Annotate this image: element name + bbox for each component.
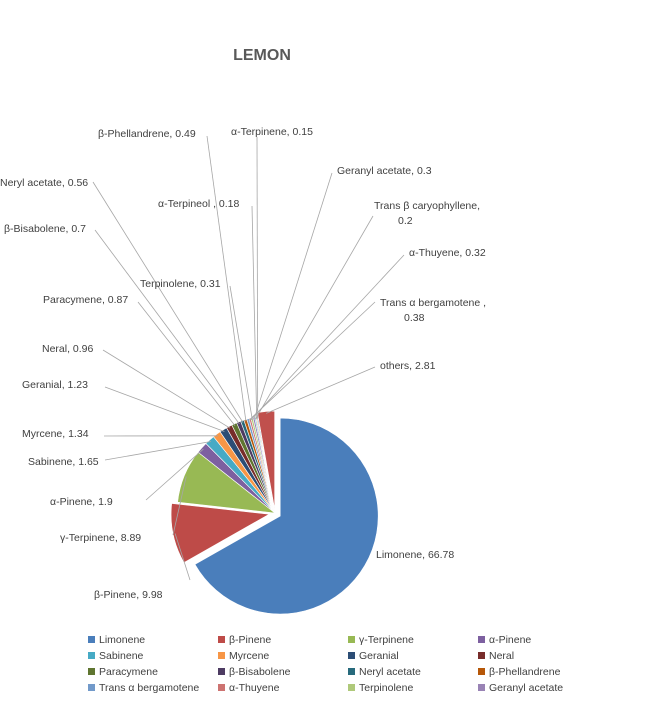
legend-label: Sabinene — [99, 649, 144, 662]
legend-label: Geranial — [359, 649, 399, 662]
leader-line — [255, 215, 374, 420]
leader-line — [250, 254, 405, 421]
leader-lines — [92, 135, 405, 581]
leader-line — [229, 285, 253, 420]
data-label: Geranial, 1.23 — [22, 379, 88, 391]
legend-swatch — [88, 684, 95, 691]
legend-label: Myrcene — [229, 649, 270, 662]
legend-label: β-Phellandrene — [489, 665, 561, 678]
data-label: Sabinene, 1.65 — [28, 456, 99, 468]
data-label: β-Bisabolene, 0.7 — [4, 223, 86, 235]
legend-item: β-Bisabolene — [218, 664, 348, 679]
legend-swatch — [478, 652, 485, 659]
legend-label: α-Pinene — [489, 633, 532, 646]
leader-line — [137, 301, 236, 426]
legend-item: Sabinene — [88, 648, 218, 663]
legend-label: Paracymene — [99, 665, 158, 678]
data-label: Myrcene, 1.34 — [22, 428, 89, 440]
legend-item: Geranial — [348, 648, 478, 663]
legend-label: Trans α bergamotene — [99, 681, 200, 694]
leader-line — [174, 533, 191, 581]
leader-line — [253, 172, 333, 420]
leader-line — [104, 386, 225, 432]
data-label: Geranyl acetate, 0.3 — [337, 165, 432, 177]
legend-item: Myrcene — [218, 648, 348, 663]
legend-item: Limonene — [88, 632, 218, 647]
legend-item: α-Thuyene — [218, 680, 348, 695]
data-label: α-Terpineol , 0.18 — [158, 198, 240, 210]
leader-line — [206, 135, 247, 422]
legend-swatch — [348, 668, 355, 675]
legend-swatch — [88, 636, 95, 643]
legend-item: Trans α bergamotene — [88, 680, 218, 695]
data-label: Neral, 0.96 — [42, 343, 94, 355]
legend-swatch — [218, 636, 225, 643]
leader-line — [145, 448, 204, 501]
chart-legend: Limonene β-Pinene γ-Terpinene α-Pinene Sabin… — [88, 632, 608, 695]
legend-label: α-Thuyene — [229, 681, 280, 694]
legend-label: Neral — [489, 649, 515, 662]
data-label: γ-Terpinene, 8.89 — [60, 532, 141, 544]
leader-line — [94, 229, 240, 425]
legend-swatch — [478, 636, 485, 643]
data-label: Terpinolene, 0.31 — [140, 278, 221, 290]
legend-swatch — [348, 636, 355, 643]
chart-title: LEMON — [233, 47, 291, 64]
data-label: β-Pinene, 9.98 — [94, 589, 163, 601]
legend-item: γ-Terpinene — [348, 632, 478, 647]
legend-swatch — [348, 684, 355, 691]
data-label: others, 2.81 — [380, 360, 436, 372]
pie-slices — [170, 410, 379, 615]
pie-slice-limonene — [194, 417, 379, 615]
legend-label: Geranyl acetate — [489, 681, 564, 694]
legend-item: Terpinolene — [348, 680, 478, 695]
legend-item: Geranyl acetate — [478, 680, 608, 695]
data-label: Neryl acetate, 0.56 — [0, 177, 88, 189]
legend-item: β-Pinene — [218, 632, 348, 647]
leader-line — [92, 181, 244, 423]
legend-item: Paracymene — [88, 664, 218, 679]
data-label: Limonene, 66.78 — [376, 549, 454, 561]
data-label: Trans α bergamotene , 0.38 — [380, 297, 486, 324]
legend-item: β-Phellandrene — [478, 664, 608, 679]
leader-line — [266, 366, 376, 414]
leader-line — [248, 301, 376, 422]
legend-label: Terpinolene — [359, 681, 414, 694]
legend-label: β-Bisabolene — [229, 665, 291, 678]
legend-swatch — [88, 668, 95, 675]
leader-line — [256, 136, 259, 419]
data-label: β-Phellandrene, 0.49 — [98, 128, 196, 140]
legend-label: γ-Terpinene — [359, 633, 414, 646]
legend-swatch — [218, 684, 225, 691]
leader-line — [104, 441, 212, 461]
legend-label: Neryl acetate — [359, 665, 421, 678]
data-labels: Limonene, 66.78 β-Pinene, 9.98 γ-Terpinene… — [0, 126, 486, 601]
data-label: α-Pinene, 1.9 — [50, 496, 113, 508]
legend-label: β-Pinene — [229, 633, 272, 646]
data-label: Paracymene, 0.87 — [43, 294, 128, 306]
leader-line — [251, 205, 258, 419]
legend-swatch — [218, 652, 225, 659]
legend-swatch — [478, 684, 485, 691]
data-label: α-Terpinene, 0.15 — [231, 126, 313, 138]
legend-item: Neryl acetate — [348, 664, 478, 679]
leader-line — [102, 349, 231, 429]
leader-line — [172, 476, 187, 536]
legend-swatch — [88, 652, 95, 659]
data-label: α-Thuyene, 0.32 — [409, 247, 486, 259]
legend-swatch — [348, 652, 355, 659]
legend-label: Limonene — [99, 633, 146, 646]
data-label: Trans β caryophyllene, 0.2 — [374, 200, 480, 227]
legend-item: Neral — [478, 648, 608, 663]
legend-swatch — [478, 668, 485, 675]
legend-swatch — [218, 668, 225, 675]
legend-item: α-Pinene — [478, 632, 608, 647]
